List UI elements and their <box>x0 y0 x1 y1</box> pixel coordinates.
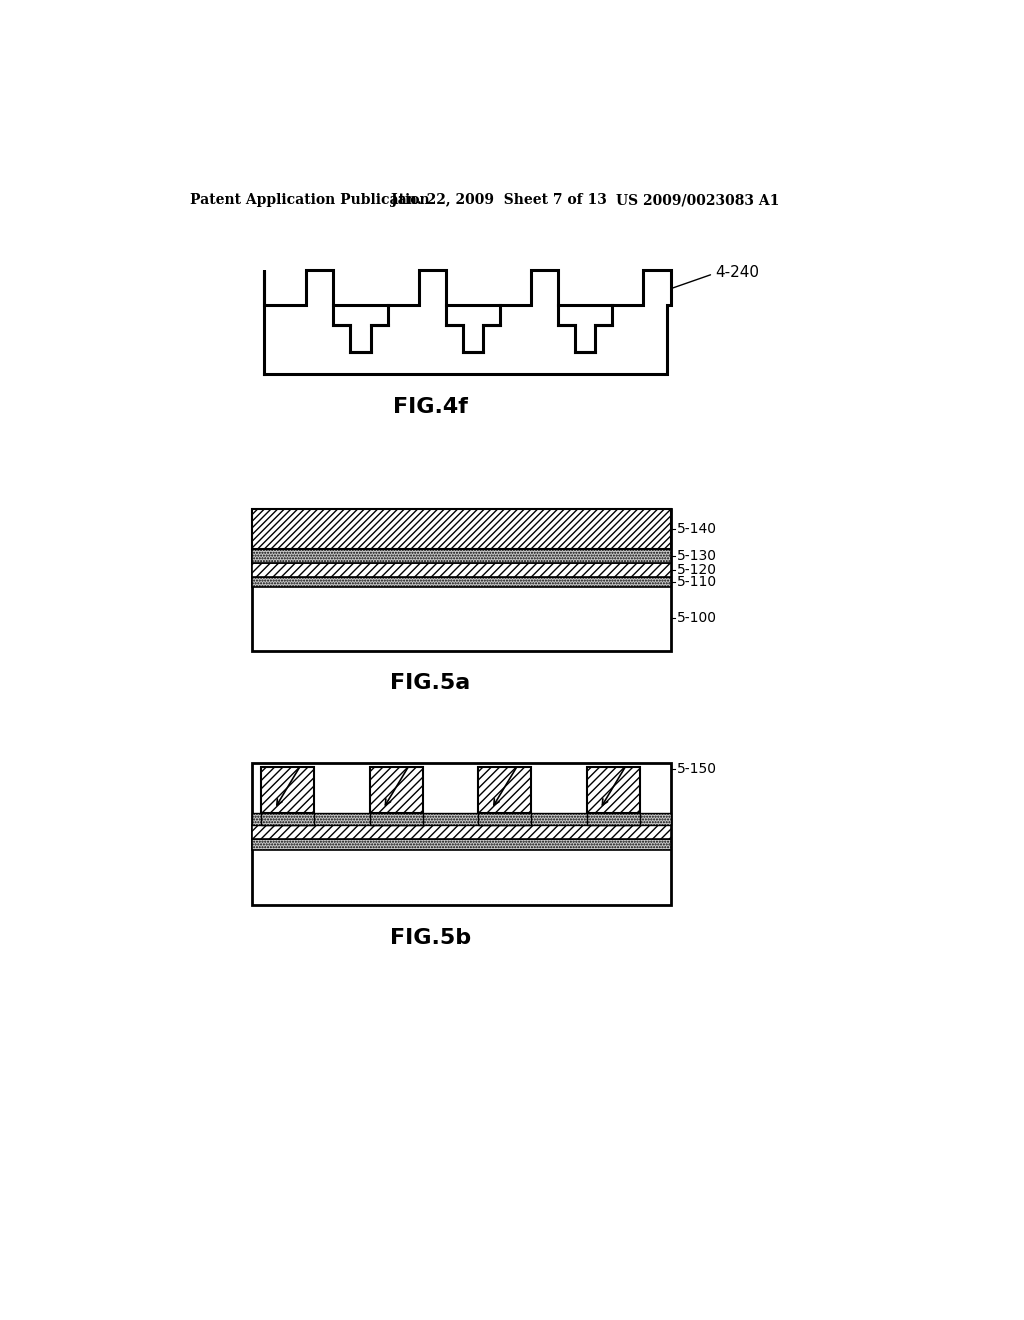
Text: Jan. 22, 2009  Sheet 7 of 13: Jan. 22, 2009 Sheet 7 of 13 <box>391 193 607 207</box>
Bar <box>252 840 671 850</box>
Bar <box>261 813 314 825</box>
Bar <box>478 813 531 825</box>
Text: 5-140: 5-140 <box>677 521 717 536</box>
Text: FIG.4f: FIG.4f <box>393 397 468 417</box>
Text: 5-150: 5-150 <box>677 762 717 776</box>
Text: 4-240: 4-240 <box>716 265 760 280</box>
Text: 5-130: 5-130 <box>677 549 717 562</box>
Bar <box>252 562 671 577</box>
Text: 5-100: 5-100 <box>677 611 717 626</box>
Text: 5-120: 5-120 <box>677 562 717 577</box>
Bar <box>370 767 423 813</box>
Text: FIG.5b: FIG.5b <box>390 928 471 948</box>
Bar <box>478 767 531 813</box>
Text: 5-110: 5-110 <box>677 576 717 589</box>
Bar <box>252 813 671 825</box>
Bar <box>252 508 671 549</box>
Bar <box>261 767 314 813</box>
Text: Patent Application Publication: Patent Application Publication <box>190 193 430 207</box>
Bar <box>252 549 671 562</box>
Bar <box>252 825 671 840</box>
Bar <box>370 813 423 825</box>
Bar <box>252 577 671 587</box>
Text: US 2009/0023083 A1: US 2009/0023083 A1 <box>616 193 779 207</box>
Bar <box>587 813 640 825</box>
Text: FIG.5a: FIG.5a <box>390 673 470 693</box>
Bar <box>252 763 671 906</box>
Bar <box>252 508 671 651</box>
Bar <box>587 767 640 813</box>
